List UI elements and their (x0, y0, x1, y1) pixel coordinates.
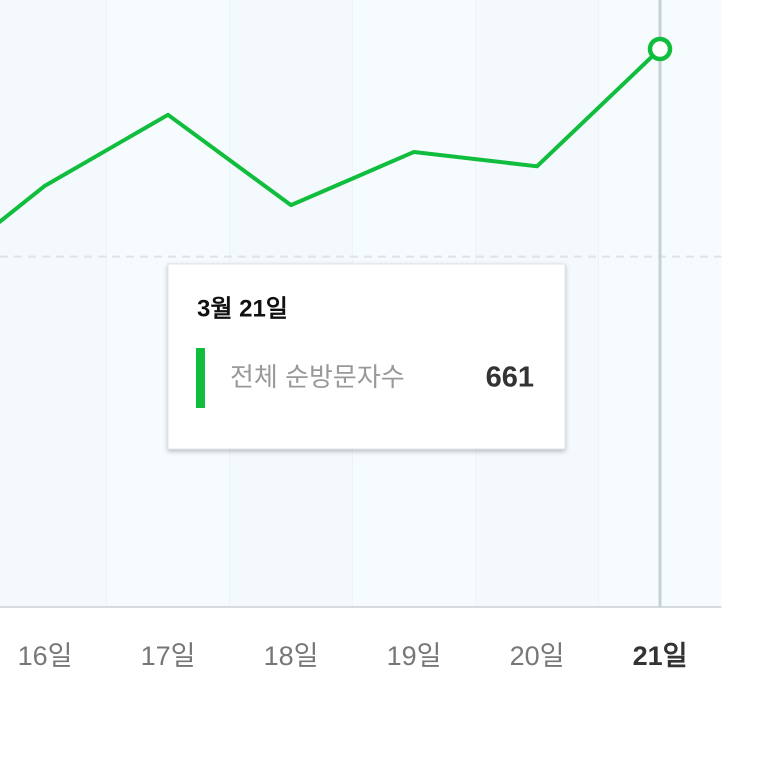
series-line (0, 47, 662, 225)
tooltip: 3월 21일 전체 순방문자수 661 (167, 263, 566, 450)
tooltip-title: 3월 21일 (197, 295, 288, 322)
x-tick-label: 17일 (141, 641, 196, 671)
plot: 16일 17일 18일 19일 20일 21일 (0, 0, 687, 671)
x-tick-label: 16일 (18, 641, 73, 671)
tooltip-series-name: 전체 순방문자수 (230, 362, 405, 392)
x-tick-label: 21일 (633, 641, 688, 671)
x-tick-label: 20일 (510, 641, 565, 671)
hover-marker (647, 36, 673, 62)
tooltip-swatch (196, 348, 205, 408)
tooltip-value: 661 (486, 362, 534, 394)
column-band (0, 0, 107, 607)
x-tick-label: 18일 (264, 641, 319, 671)
tooltip-box (167, 263, 566, 450)
x-tick-label: 19일 (387, 641, 442, 671)
